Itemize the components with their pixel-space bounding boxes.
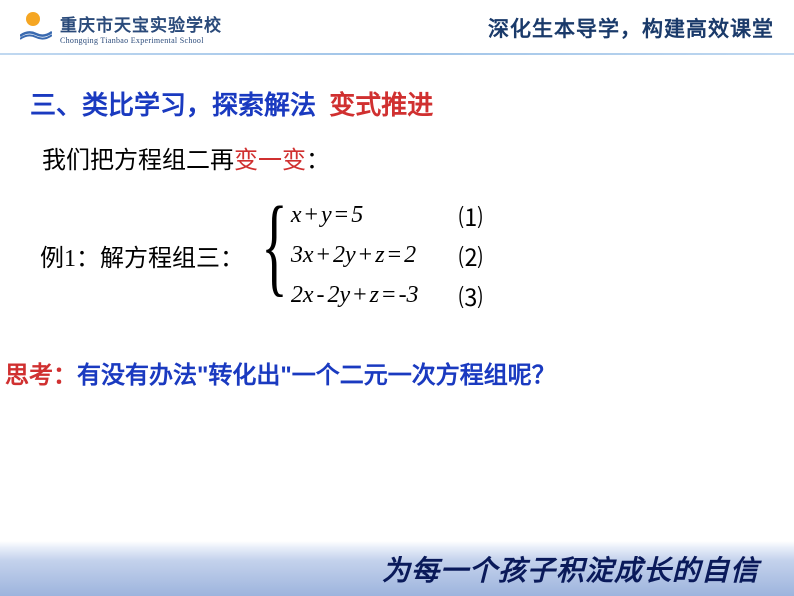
- footer-motto: 为每一个孩子积淀成长的自信: [382, 549, 759, 589]
- header-slogan: 深化生本导学，构建高效课堂: [488, 13, 774, 43]
- eq-num-1: ⑴: [459, 198, 483, 233]
- page-footer: 为每一个孩子积淀成长的自信: [0, 541, 794, 596]
- slide-content: 三、类比学习，探索解法 变式推进 我们把方程组二再变一变： 例1：解方程组三： …: [0, 55, 794, 390]
- header-divider: [0, 53, 794, 55]
- equation-2: 3x+2y+z=2: [291, 242, 419, 269]
- section-title-sub: 变式推进: [329, 90, 433, 120]
- intro-line: 我们把方程组二再变一变：: [42, 140, 784, 175]
- equation-block: 例1：解方程组三： { x+y=5 3x+2y+z=2 2x-2y+z=-3 ⑴…: [40, 190, 784, 320]
- brace-group: { x+y=5 3x+2y+z=2 2x-2y+z=-3 ⑴ ⑵ ⑶: [248, 190, 483, 320]
- equation-numbers: ⑴ ⑵ ⑶: [459, 190, 483, 320]
- example-label: 例1：解方程组三：: [40, 238, 244, 273]
- equation-lines: x+y=5 3x+2y+z=2 2x-2y+z=-3: [291, 190, 419, 320]
- think-line: 思考：有没有办法"转化出"一个二元一次方程组呢？: [5, 355, 784, 390]
- school-name-en: Chongqing Tianbao Experimental School: [60, 36, 222, 45]
- intro-suffix: ：: [306, 148, 330, 174]
- equation-1: x+y=5: [291, 202, 419, 229]
- section-title: 三、类比学习，探索解法 变式推进: [30, 85, 784, 122]
- think-label: 思考：: [5, 362, 77, 389]
- intro-highlight: 变一变: [234, 148, 306, 174]
- school-logo-icon: [20, 12, 52, 44]
- left-brace-icon: {: [261, 190, 287, 320]
- wave-icon: [20, 28, 52, 40]
- school-name: 重庆市天宝实验学校 Chongqing Tianbao Experimental…: [60, 11, 222, 45]
- eq-num-3: ⑶: [459, 278, 483, 313]
- think-body: 有没有办法"转化出"一个二元一次方程组呢？: [77, 362, 556, 389]
- equation-3: 2x-2y+z=-3: [291, 282, 419, 309]
- page-header: 重庆市天宝实验学校 Chongqing Tianbao Experimental…: [0, 0, 794, 55]
- school-name-cn: 重庆市天宝实验学校: [60, 11, 222, 36]
- school-logo-block: 重庆市天宝实验学校 Chongqing Tianbao Experimental…: [20, 11, 222, 45]
- intro-prefix: 我们把方程组二再: [42, 148, 234, 174]
- eq-num-2: ⑵: [459, 238, 483, 273]
- section-title-main: 三、类比学习，探索解法: [30, 90, 316, 120]
